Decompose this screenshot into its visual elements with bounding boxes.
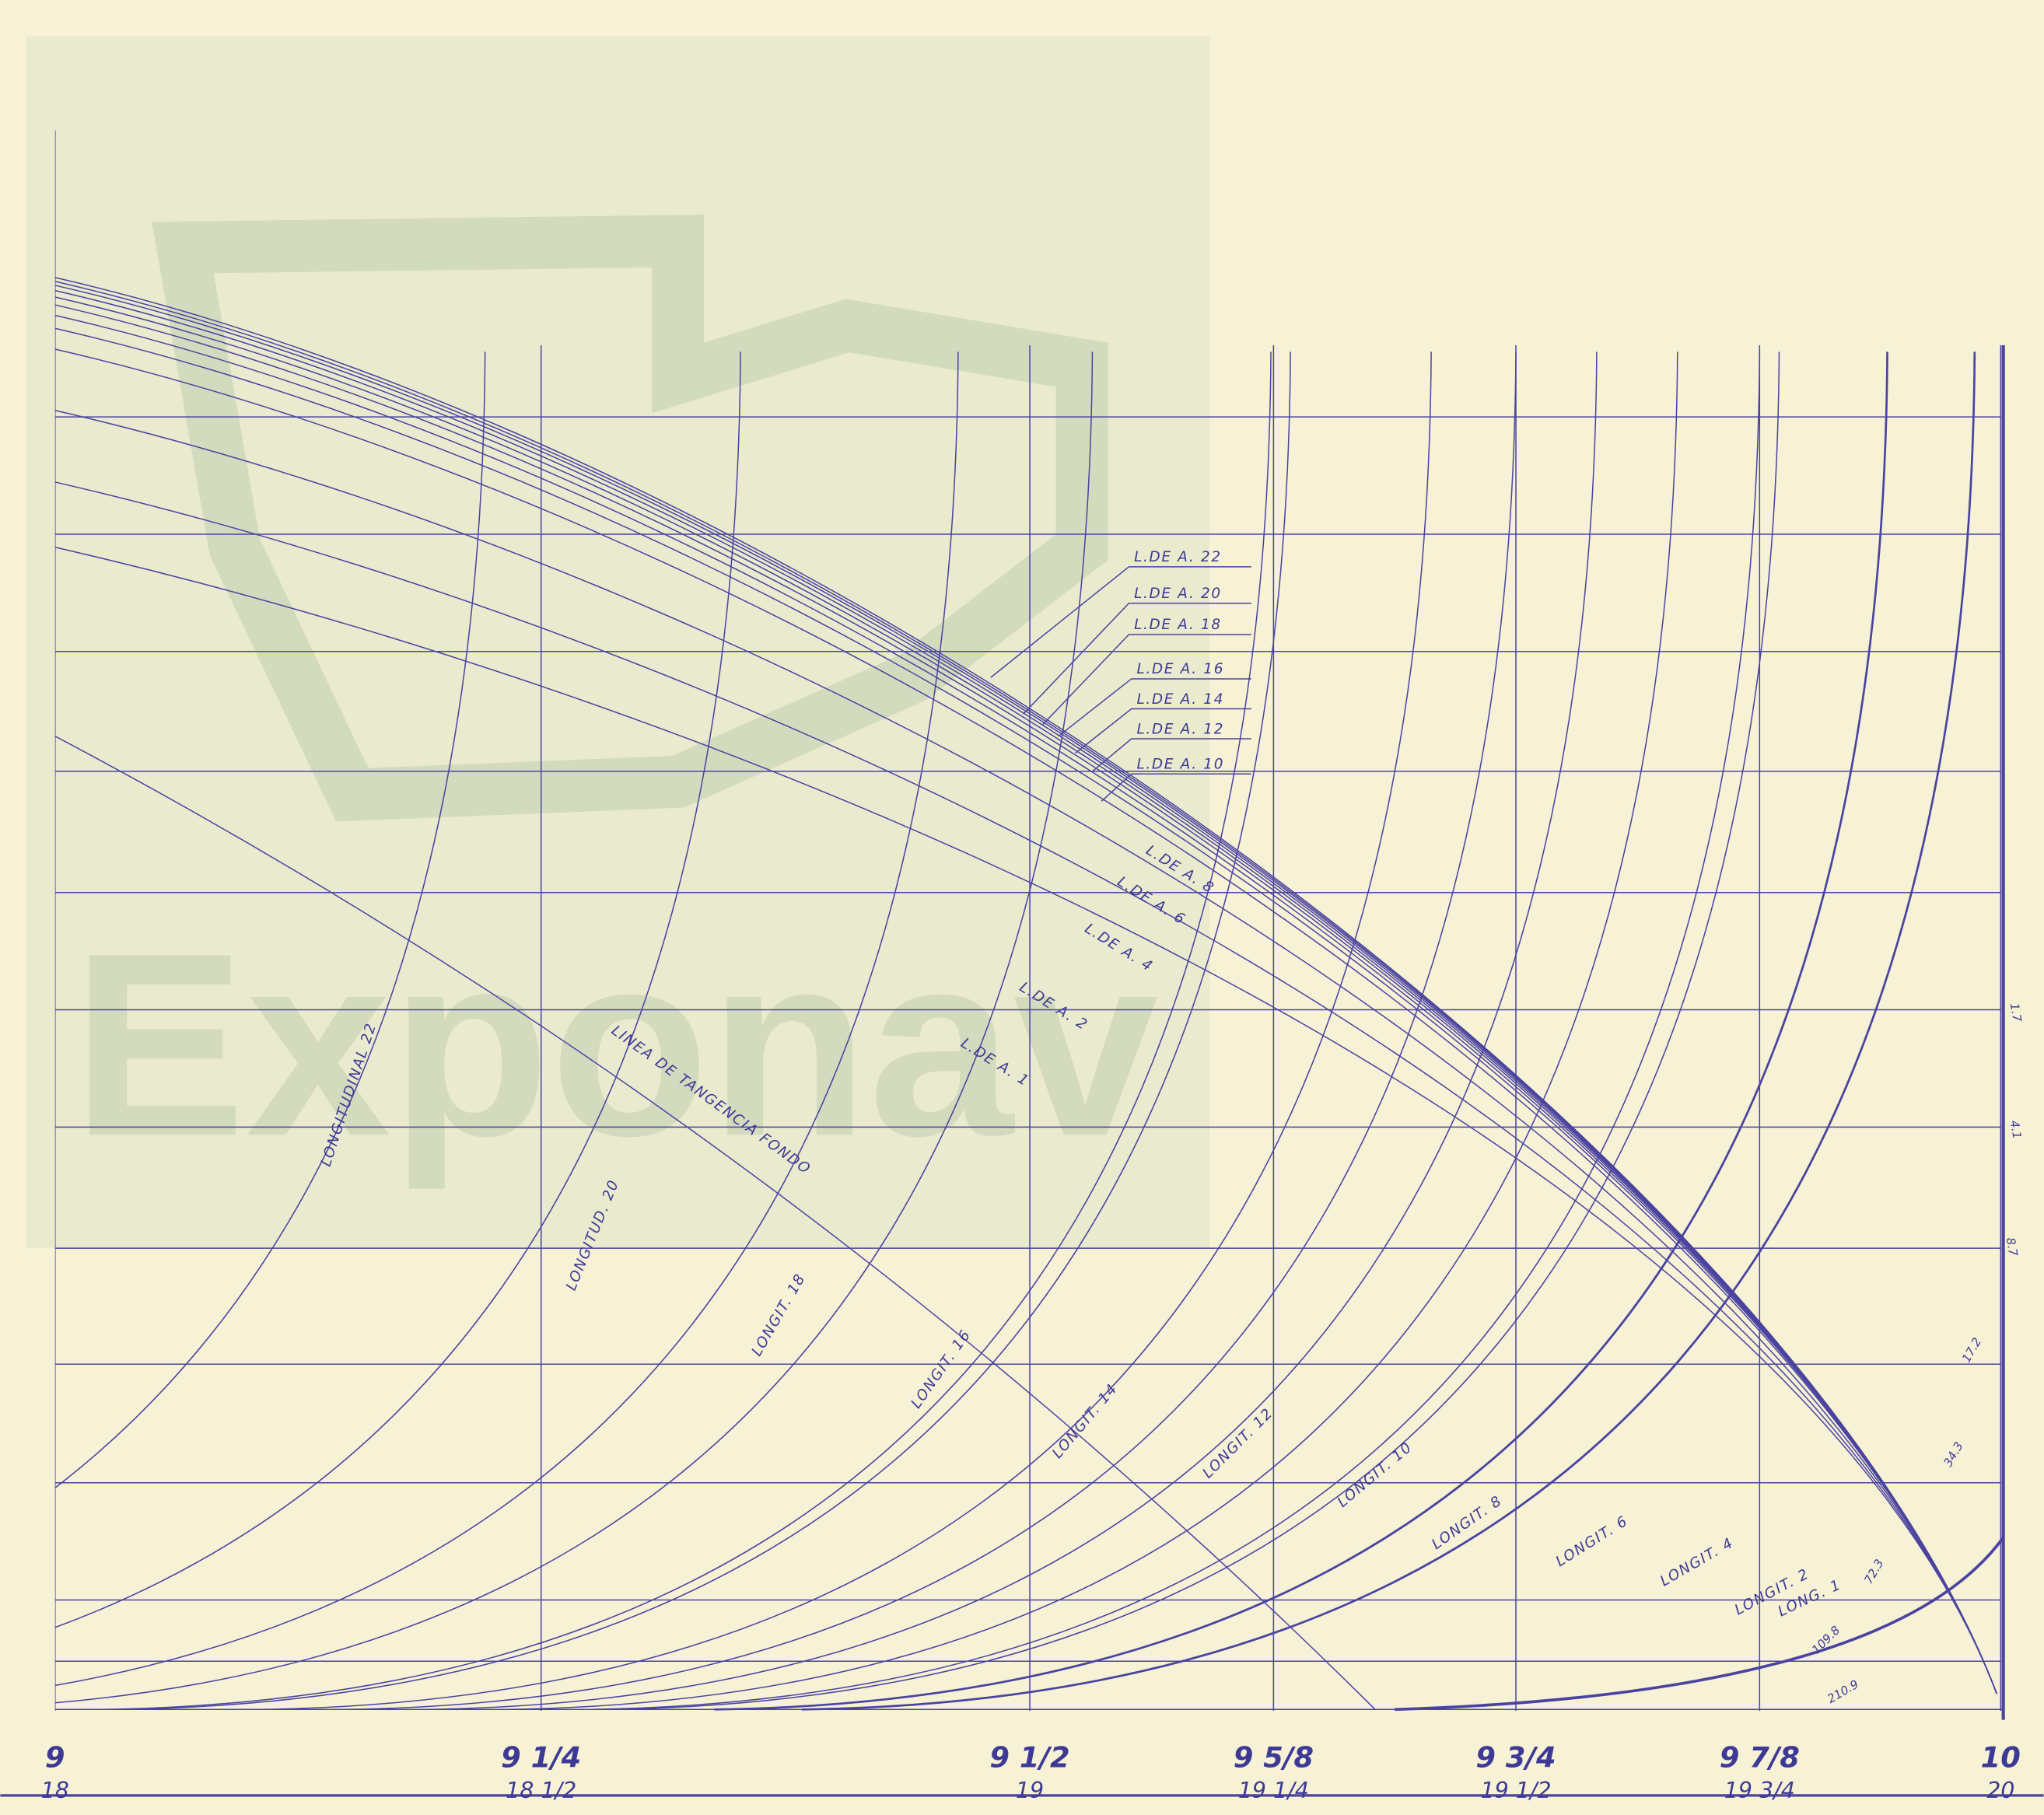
- tangent-line: [54, 736, 1376, 1710]
- waterline-label: L.DE A. 20: [1134, 586, 1222, 602]
- offset-label: 8.7: [2004, 1236, 2021, 1257]
- leader: [990, 566, 1251, 678]
- lines: [54, 130, 2005, 1711]
- station-sublabel: 19: [1016, 1778, 1044, 1803]
- leader: [1091, 738, 1251, 772]
- offset-label: 1.7: [2007, 1002, 2025, 1023]
- longitudinal: [801, 351, 1976, 1711]
- station-sublabel: 19 1/4: [1238, 1778, 1309, 1803]
- waterline-label: L.DE A. 12: [1136, 721, 1224, 737]
- waterline-label: L.DE A. 22: [1134, 549, 1222, 565]
- longitudinal: [117, 351, 1291, 1711]
- leader: [1101, 773, 1251, 803]
- watermark-text: Exponav: [72, 900, 1160, 1191]
- waterline-label: L.DE A. 18: [1134, 617, 1222, 633]
- waterline-label: L.DE A. 14: [1136, 691, 1224, 708]
- station-sublabel: 19 1/2: [1480, 1778, 1551, 1803]
- longitudinal: [54, 351, 1094, 1704]
- station-label: 9 3/4: [1475, 1740, 1556, 1774]
- leader: [1042, 634, 1251, 726]
- watermark-ship: [152, 215, 1108, 822]
- offset-label: 4.1: [2007, 1119, 2025, 1140]
- station-sublabel: 20: [1986, 1778, 2014, 1803]
- station-label: 9 1/2: [989, 1740, 1069, 1774]
- waterline: [54, 481, 1997, 1694]
- leader: [1023, 603, 1251, 715]
- longitudinal: [54, 351, 741, 1628]
- station-label: 9: [45, 1740, 65, 1774]
- leader: [1075, 708, 1251, 754]
- longitudinal: [98, 351, 1272, 1711]
- longitudinal: [504, 351, 1678, 1711]
- station-label: 10: [1981, 1740, 2021, 1774]
- longitudinal: [714, 351, 1888, 1711]
- longitudinal: [343, 351, 1517, 1711]
- station-label: 9 1/4: [501, 1740, 581, 1774]
- waterline: [54, 327, 1997, 1694]
- longitudinal: [586, 351, 1761, 1711]
- station-sublabel: 18: [41, 1778, 69, 1803]
- longitudinal: [54, 351, 486, 1489]
- leader: [1058, 678, 1251, 737]
- watermark-panel: [26, 36, 1210, 1249]
- longitudinal: [54, 351, 959, 1687]
- longitudinal: [258, 351, 1432, 1711]
- longitudinal: [606, 351, 1780, 1711]
- waterline-label: L.DE A. 16: [1136, 661, 1224, 677]
- station-label: 9 5/8: [1234, 1740, 1314, 1774]
- station-sublabel: 18 1/2: [506, 1778, 576, 1803]
- waterline: [54, 348, 1997, 1694]
- station-sublabel: 19 3/4: [1724, 1778, 1795, 1803]
- station-label: 9 7/8: [1720, 1740, 1800, 1774]
- longitudinal: [423, 351, 1598, 1711]
- waterline-label: L.DE A. 10: [1136, 757, 1224, 773]
- waterline: [54, 546, 1997, 1694]
- waterline: [54, 410, 1997, 1694]
- bottom-curve: [1395, 1537, 2005, 1711]
